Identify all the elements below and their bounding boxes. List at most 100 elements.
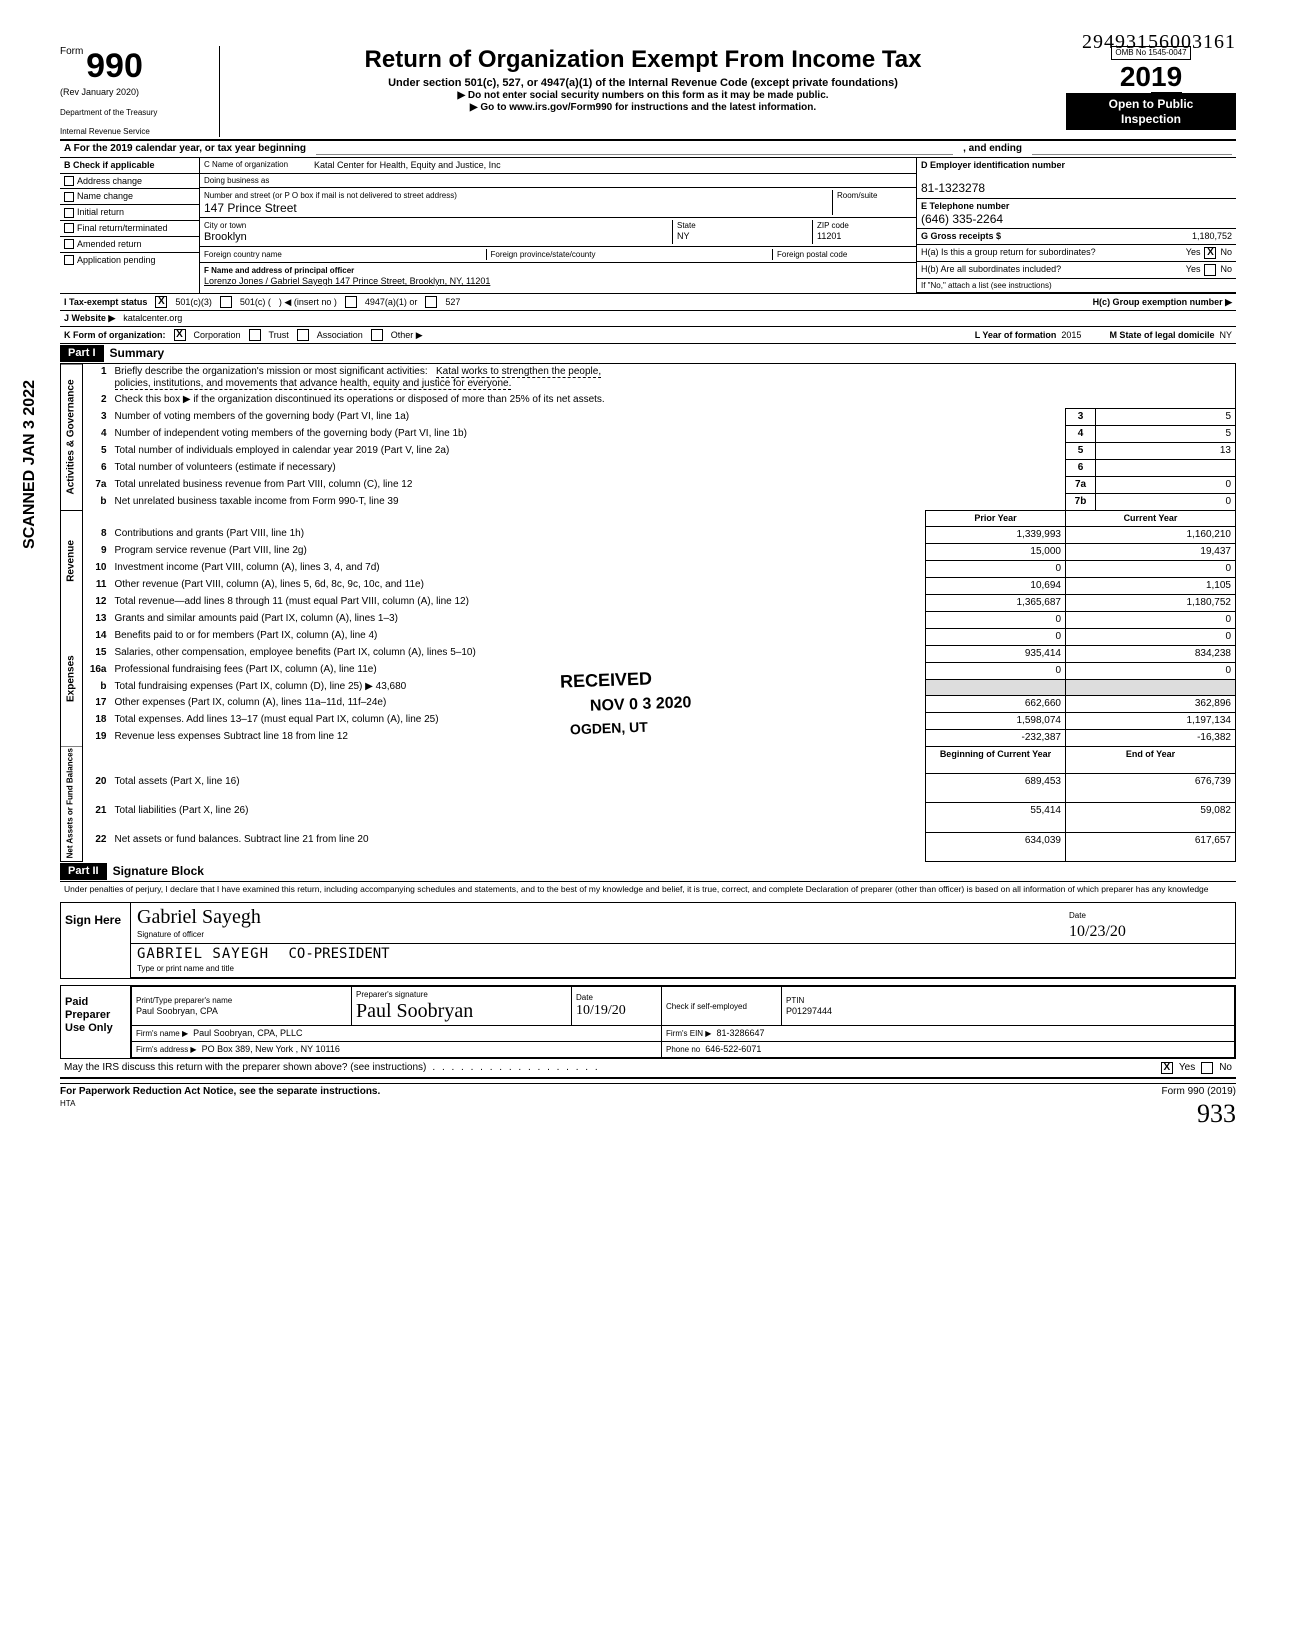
line18-current: 1,197,134	[1066, 712, 1236, 729]
firm-name: Paul Soobryan, CPA, PLLC	[193, 1028, 302, 1038]
year-formation: 2015	[1061, 330, 1081, 340]
dept-treasury: Department of the Treasury	[60, 108, 213, 118]
501c3-checkbox[interactable]: X	[155, 296, 167, 308]
part-i-header-row: Part I Summary	[60, 344, 1236, 363]
check-column-b: B Check if applicable Address change Nam…	[60, 158, 200, 294]
line9-current: 19,437	[1066, 543, 1236, 560]
line6-value	[1096, 460, 1236, 477]
dept-irs: Internal Revenue Service	[60, 127, 213, 137]
instruction-web: ▶ Go to www.irs.gov/Form990 for instruct…	[232, 102, 1054, 114]
assoc-checkbox[interactable]	[297, 329, 309, 341]
line20-beg: 689,453	[926, 774, 1066, 803]
sign-here-block: Sign Here Gabriel Sayegh Signature of of…	[60, 902, 1236, 979]
501c-checkbox[interactable]	[220, 296, 232, 308]
omb-number: OMB No 1545-0047	[1111, 46, 1190, 60]
street-address: 147 Prince Street	[204, 201, 297, 215]
line12-current: 1,180,752	[1066, 594, 1236, 611]
form-header: Form 990 (Rev January 2020) Department o…	[60, 46, 1236, 141]
principal-officer: Lorenzo Jones / Gabriel Sayegh 147 Princ…	[204, 276, 490, 286]
line8-current: 1,160,210	[1066, 526, 1236, 543]
line13-prior: 0	[926, 611, 1066, 628]
4947-checkbox[interactable]	[345, 296, 357, 308]
line21-beg: 55,414	[926, 803, 1066, 832]
line15-prior: 935,414	[926, 645, 1066, 662]
name-address-block: C Name of organizationKatal Center for H…	[200, 158, 916, 294]
firm-address: PO Box 389, New York , NY 10116	[202, 1044, 340, 1054]
line12-prior: 1,365,687	[926, 594, 1066, 611]
revision: (Rev January 2020)	[60, 87, 213, 98]
trust-checkbox[interactable]	[249, 329, 261, 341]
part-ii-title: Signature Block	[107, 862, 210, 880]
check-initial-return[interactable]: Initial return	[60, 205, 199, 221]
line7b-value: 0	[1096, 494, 1236, 511]
firm-ein: 81-3286647	[716, 1028, 764, 1038]
form-ref: Form 990 (2019)	[1162, 1086, 1236, 1097]
ha-no-checkbox[interactable]: X	[1204, 247, 1216, 259]
right-id-block: D Employer identification number81-13232…	[916, 158, 1236, 294]
page-footer: For Paperwork Reduction Act Notice, see …	[60, 1083, 1236, 1129]
instruction-ssn: ▶ Do not enter social security numbers o…	[232, 90, 1054, 102]
side-governance: Activities & Governance	[61, 364, 83, 511]
check-name-change[interactable]: Name change	[60, 189, 199, 205]
state-domicile: NY	[1219, 330, 1232, 340]
mission-text-1: Katal works to strengthen the people,	[436, 366, 601, 378]
527-checkbox[interactable]	[425, 296, 437, 308]
website-url: katalcenter.org	[123, 313, 182, 324]
firm-phone: 646-522-6071	[705, 1044, 761, 1054]
line20-end: 676,739	[1066, 774, 1236, 803]
paperwork-notice: For Paperwork Reduction Act Notice, see …	[60, 1086, 380, 1097]
side-net-assets: Net Assets or Fund Balances	[61, 746, 83, 861]
sign-date: 10/23/20	[1069, 923, 1126, 940]
row-k-org-form: K Form of organization: XCorporation Tru…	[60, 327, 1236, 344]
scanned-stamp: SCANNED JAN 3 2022	[20, 380, 39, 549]
line21-end: 59,082	[1066, 803, 1236, 832]
form-prefix: Form	[60, 46, 83, 57]
check-final-return[interactable]: Final return/terminated	[60, 221, 199, 237]
line10-prior: 0	[926, 560, 1066, 577]
line7a-value: 0	[1096, 477, 1236, 494]
header-right: OMB No 1545-0047 2019 Open to PublicInsp…	[1066, 46, 1236, 130]
part-i-title: Summary	[104, 344, 171, 362]
paid-preparer-label: Paid Preparer Use Only	[61, 986, 131, 1058]
header-left: Form 990 (Rev January 2020) Department o…	[60, 46, 220, 137]
other-checkbox[interactable]	[371, 329, 383, 341]
form-title: Return of Organization Exempt From Incom…	[232, 46, 1054, 75]
line10-current: 0	[1066, 560, 1236, 577]
row-a-tax-year: A For the 2019 calendar year, or tax yea…	[60, 141, 1236, 158]
identity-block: B Check if applicable Address change Nam…	[60, 158, 1236, 295]
line19-current: -16,382	[1066, 729, 1236, 746]
line19-prior: -232,387	[926, 729, 1066, 746]
open-public: Open to PublicInspection	[1066, 93, 1236, 130]
discuss-no-checkbox[interactable]	[1201, 1062, 1213, 1074]
check-b-header: B Check if applicable	[60, 158, 199, 174]
officer-print-name: GABRIEL SAYEGH	[137, 946, 269, 962]
form-990-page: SCANNED JAN 3 2022 29493156003161 Form 9…	[60, 30, 1236, 1129]
line16a-prior: 0	[926, 662, 1066, 679]
line22-beg: 634,039	[926, 832, 1066, 861]
line9-prior: 15,000	[926, 543, 1066, 560]
line11-current: 1,105	[1066, 577, 1236, 594]
sign-here-label: Sign Here	[61, 903, 131, 978]
check-amended-return[interactable]: Amended return	[60, 237, 199, 253]
part-ii-label: Part II	[60, 863, 107, 880]
gross-receipts: 1,180,752	[1192, 231, 1232, 242]
hb-checkbox[interactable]	[1204, 264, 1216, 276]
line17-current: 362,896	[1066, 695, 1236, 712]
line11-prior: 10,694	[926, 577, 1066, 594]
discuss-yes-checkbox[interactable]: X	[1161, 1062, 1173, 1074]
line14-current: 0	[1066, 628, 1236, 645]
form-number: 990	[86, 47, 143, 85]
zip: 11201	[817, 231, 841, 241]
line14-prior: 0	[926, 628, 1066, 645]
tax-year: 2019	[1066, 60, 1236, 94]
summary-table: Activities & Governance 1 Briefly descri…	[60, 364, 1236, 863]
check-application-pending[interactable]: Application pending	[60, 253, 199, 268]
check-address-change[interactable]: Address change	[60, 174, 199, 190]
line18-prior: 1,598,074	[926, 712, 1066, 729]
phone-number: (646) 335-2264	[921, 212, 1003, 226]
corp-checkbox[interactable]: X	[174, 329, 186, 341]
row-i-tax-status: I Tax-exempt status X501(c)(3) 501(c) ( …	[60, 294, 1236, 311]
preparer-table: Print/Type preparer's namePaul Soobryan,…	[131, 986, 1235, 1058]
line4-value: 5	[1096, 426, 1236, 443]
hta-mark: HTA	[60, 1099, 75, 1108]
